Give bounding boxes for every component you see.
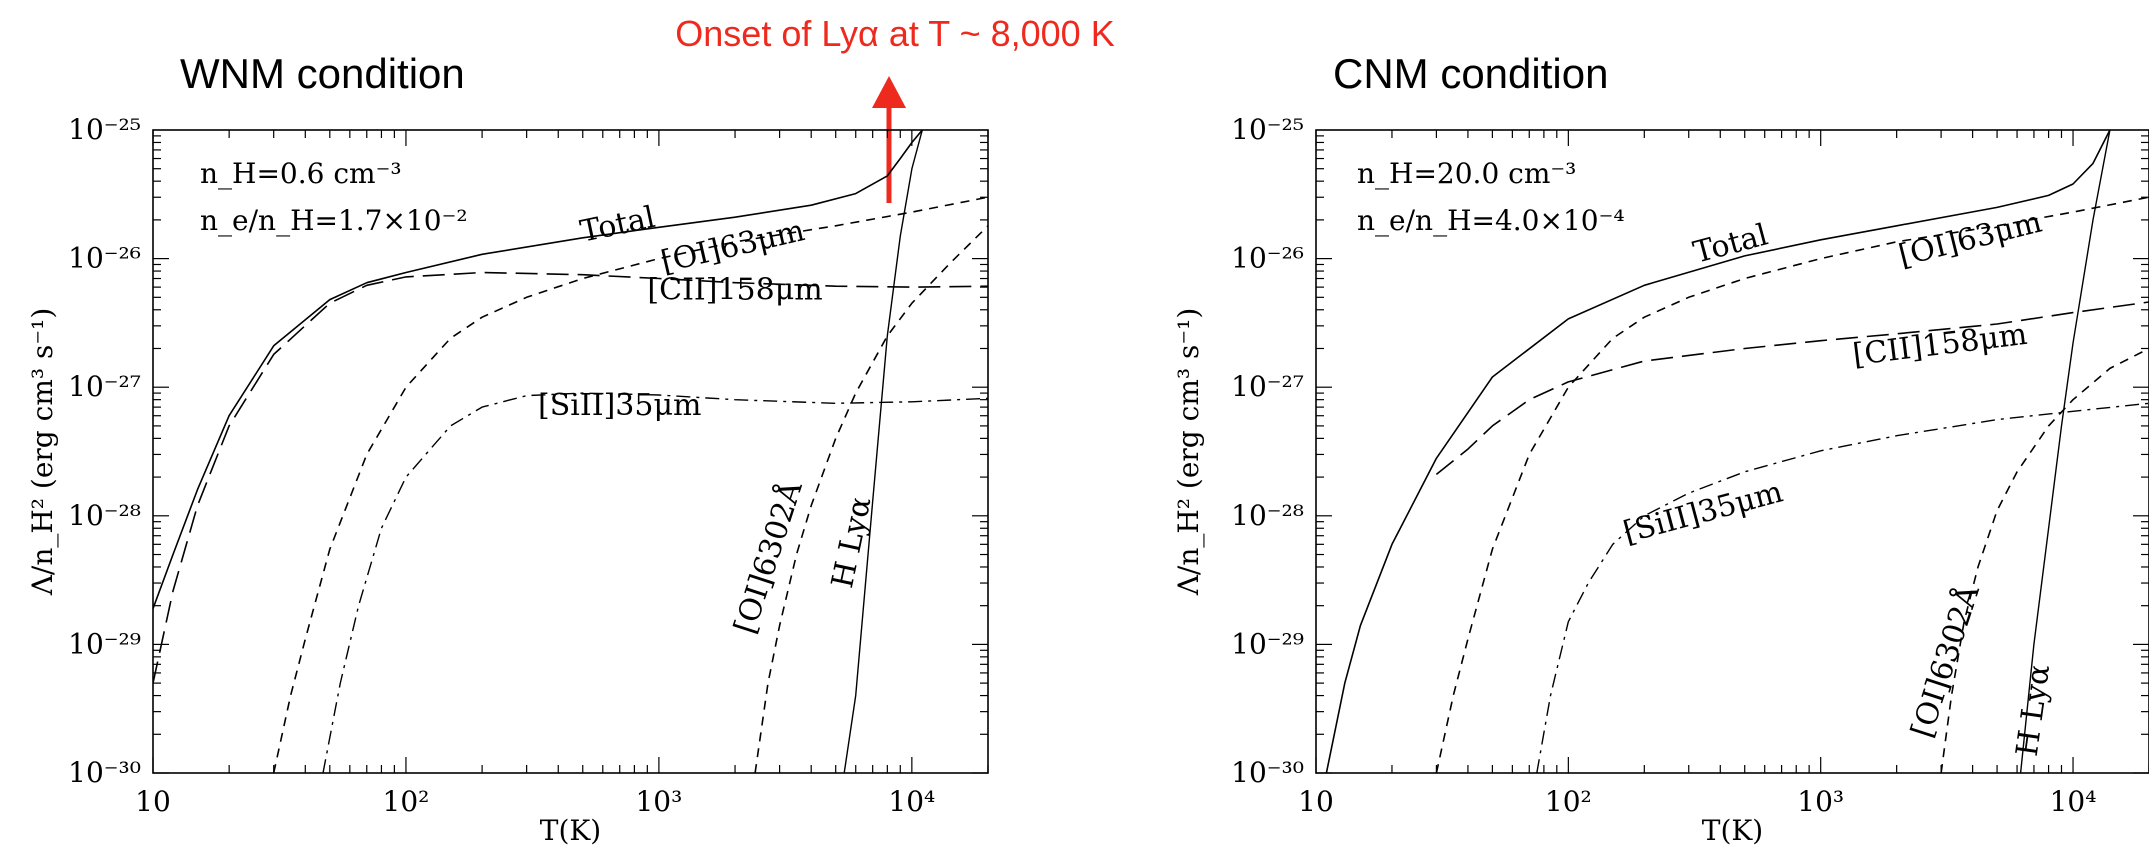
series-line: [322, 392, 988, 773]
series-label: [OI]6302Å: [727, 476, 810, 638]
y-tick-label: 10⁻²⁵: [1231, 113, 1304, 146]
param-label: n_e/n_H=4.0×10⁻⁴: [1357, 204, 1625, 237]
y-tick-label: 10⁻²⁷: [68, 370, 141, 403]
x-axis-label: T(K): [1702, 814, 1763, 847]
x-tick-label: 10²: [1545, 785, 1592, 818]
y-tick-label: 10⁻²⁶: [1231, 242, 1304, 275]
series-line: [153, 271, 988, 684]
y-axis-label: Λ/n_H² (erg cm³ s⁻¹): [26, 308, 59, 597]
y-tick-label: 10⁻³⁰: [68, 756, 141, 789]
y-tick-label: 10⁻²⁸: [68, 499, 141, 532]
series-label: Total: [577, 200, 658, 250]
series-line: [153, 130, 923, 609]
y-tick-label: 10⁻²⁹: [68, 627, 141, 660]
series-line: [843, 130, 923, 773]
series-line: [1536, 402, 2149, 773]
series-label: [OI]63μm: [1895, 205, 2045, 274]
chart-marks: 10 10² 10³ 10⁴ 10⁻²⁵ 10⁻²⁶ 10⁻²⁷ 10⁻²⁸ 10⁻²⁹ 10⁻³…: [1172, 113, 2149, 847]
y-tick-label: 10⁻²⁹: [1231, 627, 1304, 660]
series-line: [754, 225, 988, 773]
x-tick-label: 10²: [383, 785, 430, 818]
chart-wnm: WNM condition 10 10² 10³ 10⁴ 10⁻²⁵ 10⁻²⁶ 10⁻²⁷…: [26, 50, 989, 847]
series-line: [1435, 196, 2149, 773]
series-line: [2019, 130, 2111, 773]
series-line: [1940, 347, 2149, 773]
x-tick-label: 10⁴: [2050, 785, 2097, 818]
series-label: [SiII]35μm: [1620, 474, 1787, 550]
y-tick-label: 10⁻³⁰: [1231, 756, 1304, 789]
x-tick-label: 10: [1298, 785, 1334, 818]
series-line: [1325, 130, 2111, 773]
series-label: [OI]63μm: [658, 213, 808, 280]
param-label: n_H=0.6 cm⁻³: [200, 157, 402, 190]
plot-frame: [152, 129, 989, 774]
series-line: [272, 196, 988, 773]
chart-title: CNM condition: [1333, 50, 1608, 97]
annotation-arrow: [872, 76, 906, 203]
annotation-text: Onset of Lyα at T ~ 8,000 K: [675, 13, 1114, 54]
series-label: H Lyα: [2010, 662, 2058, 758]
chart-title: WNM condition: [180, 50, 465, 97]
x-tick-label: 10³: [635, 785, 682, 818]
y-tick-label: 10⁻²⁵: [68, 113, 141, 146]
y-tick-label: 10⁻²⁸: [1231, 499, 1304, 532]
param-label: n_e/n_H=1.7×10⁻²: [200, 204, 468, 237]
chart-marks: 10 10² 10³ 10⁴ 10⁻²⁵ 10⁻²⁶ 10⁻²⁷ 10⁻²⁸ 10⁻²⁹ 10⁻³…: [26, 113, 989, 847]
series-label: [OI]6302Å: [1904, 580, 1987, 742]
x-tick-label: 10⁴: [888, 785, 935, 818]
chart-cnm: CNM condition 10 10² 10³ 10⁴ 10⁻²⁵ 10⁻²⁶ 10⁻²⁷…: [1172, 50, 2149, 847]
series-label: [CII]158μm: [647, 273, 822, 308]
param-label: n_H=20.0 cm⁻³: [1357, 157, 1576, 190]
series-label: Total: [1690, 217, 1772, 270]
series-label: [CII]158μm: [1851, 317, 2029, 373]
series-label: [SiII]35μm: [538, 388, 701, 423]
x-tick-label: 10: [135, 785, 171, 818]
y-axis-label: Λ/n_H² (erg cm³ s⁻¹): [1172, 308, 1205, 597]
x-tick-label: 10³: [1797, 785, 1844, 818]
series-line: [1435, 301, 2149, 476]
series-label: H Lyα: [825, 494, 878, 592]
plot-frame: [1315, 129, 2149, 774]
y-tick-label: 10⁻²⁶: [68, 242, 141, 275]
y-tick-label: 10⁻²⁷: [1231, 370, 1304, 403]
x-axis-label: T(K): [540, 814, 601, 847]
